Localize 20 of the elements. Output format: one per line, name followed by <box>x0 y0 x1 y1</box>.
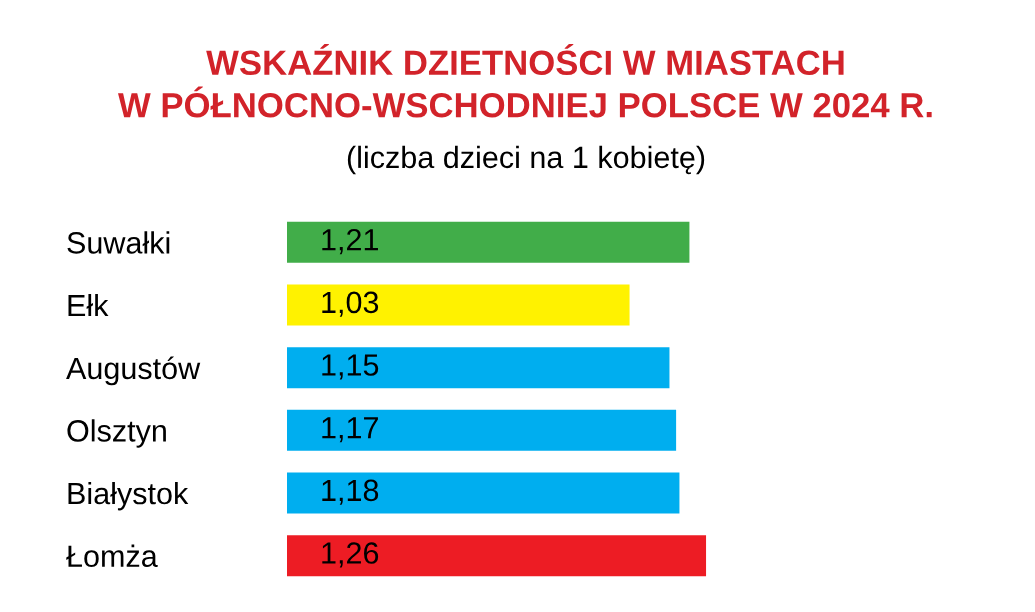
y-tick-label: Białystok <box>68 481 189 511</box>
data-label: 1,18 <box>322 479 379 505</box>
y-tick-label: Ełk <box>68 293 109 317</box>
data-label: 1,26 <box>322 542 379 568</box>
data-label: 1,21 <box>322 228 378 255</box>
bar <box>287 347 670 389</box>
y-tick-label: Olsztyn <box>67 419 166 448</box>
y-tick-label: Łomża <box>66 544 158 568</box>
bar <box>287 284 630 326</box>
bar <box>287 472 680 514</box>
y-tick-label: Augustów <box>66 356 201 386</box>
data-label: 1,17 <box>322 417 378 443</box>
bar <box>287 221 690 263</box>
chart-subtitle: (liczba dzieci na 1 kobietę) <box>347 145 705 175</box>
chart-title: WSKAŹNIK DZIETNOŚCI W MIASTACH W PÓŁNOCNO-WSCHODNIEJ POLSCE W 2024 R. <box>118 43 932 118</box>
y-tick-label: Suwałki <box>67 231 170 254</box>
bar <box>287 535 707 577</box>
bar <box>287 409 677 451</box>
data-label: 1,03 <box>322 291 379 317</box>
data-label: 1,15 <box>322 354 379 380</box>
